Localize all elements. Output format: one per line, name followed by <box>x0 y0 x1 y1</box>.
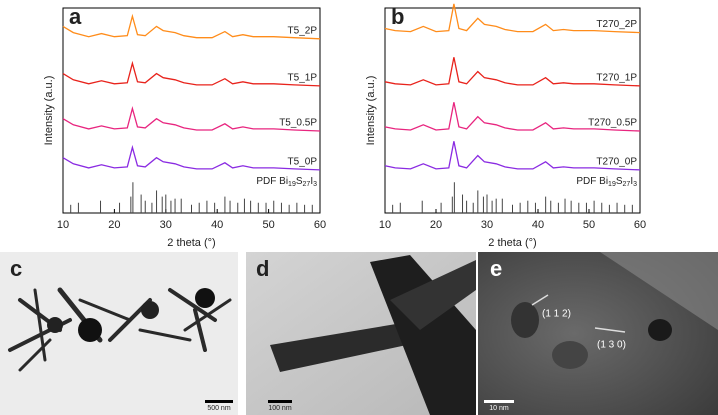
series-label: T270_0P <box>596 157 637 168</box>
xrd-curve <box>62 13 321 40</box>
scale-bar-label: 10 nm <box>489 405 509 412</box>
xrd-curve <box>62 106 321 132</box>
panel-label: b <box>391 4 404 29</box>
reference-label-part: 27 <box>303 181 311 188</box>
series-label: T5_1P <box>288 73 318 84</box>
tem-image-d: 100 nm d <box>246 252 476 415</box>
x-tick-label: 50 <box>262 219 274 231</box>
xrd-curve <box>384 57 641 87</box>
x-tick-label: 40 <box>211 219 223 231</box>
x-tick-label: 40 <box>532 219 544 231</box>
x-tick-label: 30 <box>481 219 493 231</box>
xrd-curve <box>62 60 321 87</box>
reference-label-part: S <box>616 176 623 187</box>
x-tick-label: 20 <box>108 219 120 231</box>
tem-image-c: 500 nm c <box>0 252 238 415</box>
reference-label-part: 3 <box>633 181 637 188</box>
reference-label-part: S <box>296 176 303 187</box>
x-tick-label: 50 <box>583 219 595 231</box>
reference-label-part: PDF Bi <box>576 176 608 187</box>
xrd-curve <box>384 3 641 34</box>
x-axis-label: 2 theta (°) <box>488 237 536 249</box>
x-tick-label: 20 <box>430 219 442 231</box>
y-axis-label: Intensity (a.u.) <box>43 76 55 146</box>
scale-bar-label: 500 nm <box>207 405 231 412</box>
reference-label: PDF Bi19S27I3 <box>256 176 317 188</box>
scale-bar-label: 100 nm <box>268 405 292 412</box>
x-tick-label: 10 <box>379 219 391 231</box>
x-tick-label: 30 <box>160 219 172 231</box>
series-label: T270_0.5P <box>588 118 637 129</box>
panel-label: a <box>69 4 82 29</box>
x-tick-label: 60 <box>314 219 326 231</box>
series-label: T5_0P <box>288 157 318 168</box>
xrd-curve <box>384 102 641 132</box>
x-tick-label: 10 <box>57 219 69 231</box>
series-label: T270_1P <box>596 73 637 84</box>
series-label: T5_2P <box>288 25 318 36</box>
annotation: (1 1 2) <box>542 309 571 320</box>
xrd-curve <box>384 141 641 171</box>
reference-label: PDF Bi19S27I3 <box>576 176 637 188</box>
reference-label-part: 27 <box>623 181 631 188</box>
panel-label: e <box>490 256 502 281</box>
reference-label-part: PDF Bi <box>256 176 288 187</box>
reference-label-part: 3 <box>313 181 317 188</box>
xrd-curve <box>62 144 321 171</box>
reference-label-part: 19 <box>608 181 616 188</box>
panel-label: d <box>256 256 269 281</box>
reference-label-part: 19 <box>288 181 296 188</box>
tem-image-e: (1 1 2) (1 3 0) 10 nm e <box>478 252 718 415</box>
panel-label: c <box>10 256 22 281</box>
reference-label-part: I <box>630 176 633 187</box>
series-label: T5_0.5P <box>279 118 317 129</box>
reference-label-part: I <box>310 176 313 187</box>
x-tick-label: 60 <box>634 219 646 231</box>
y-axis-label: Intensity (a.u.) <box>365 76 377 146</box>
annotation: (1 3 0) <box>597 340 626 351</box>
series-label: T270_2P <box>596 19 637 30</box>
x-axis-label: 2 theta (°) <box>167 237 215 249</box>
